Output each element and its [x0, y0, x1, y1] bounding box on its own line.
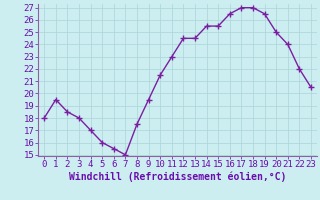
X-axis label: Windchill (Refroidissement éolien,°C): Windchill (Refroidissement éolien,°C): [69, 172, 286, 182]
